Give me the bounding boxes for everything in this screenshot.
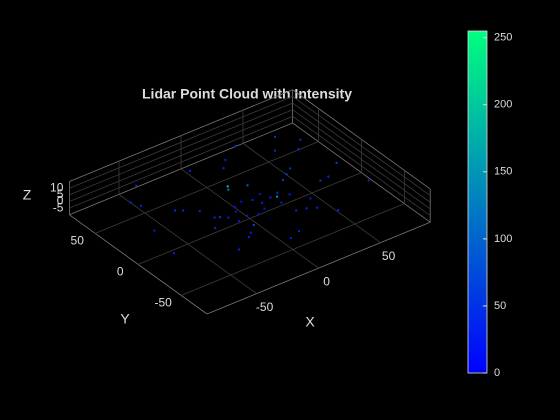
point	[182, 209, 184, 212]
point	[274, 135, 276, 138]
point	[305, 207, 308, 210]
grid-line	[292, 102, 431, 203]
point	[319, 179, 322, 182]
point	[276, 195, 279, 198]
point	[234, 206, 237, 209]
grid-line	[292, 116, 431, 216]
grid-line	[181, 203, 405, 296]
point	[297, 148, 300, 151]
point	[246, 184, 249, 187]
y-tick-label: -50	[155, 296, 173, 310]
point	[237, 220, 240, 223]
grid-line	[69, 96, 293, 189]
chart-title: Lidar Point Cloud with Intensity	[142, 86, 352, 102]
point	[280, 201, 283, 204]
grid-line	[292, 109, 431, 210]
point	[240, 200, 243, 203]
x-tick-label: 50	[382, 249, 396, 263]
grid-line	[69, 102, 293, 196]
point	[335, 161, 338, 164]
point	[269, 196, 272, 199]
point	[213, 216, 216, 219]
y-axis-label: Y	[120, 311, 130, 327]
point	[337, 209, 340, 212]
colorbar-tick-label: 150	[494, 166, 512, 178]
grid-line	[69, 115, 293, 209]
point	[276, 191, 279, 194]
point	[298, 229, 300, 232]
point	[316, 206, 319, 209]
point	[327, 175, 330, 178]
x-tick-label: 0	[323, 274, 330, 288]
z-tick-label: 5	[57, 187, 64, 201]
point	[247, 235, 250, 238]
z-axis-label: Z	[23, 187, 32, 203]
point	[367, 179, 370, 182]
point	[153, 229, 156, 232]
point	[281, 178, 284, 181]
point	[173, 252, 175, 255]
colorbar-tick-label: 50	[494, 300, 506, 312]
point	[189, 169, 192, 172]
colorbar-tick-label: 250	[494, 32, 512, 44]
point	[273, 149, 276, 152]
point	[289, 236, 292, 239]
point	[234, 145, 237, 148]
point	[135, 184, 138, 187]
z-tick-label: -5	[53, 200, 64, 214]
point	[252, 223, 255, 226]
point	[214, 226, 216, 229]
point	[257, 213, 260, 216]
point	[249, 231, 252, 234]
point	[227, 188, 230, 191]
point	[218, 216, 221, 219]
y-tick-label: 50	[71, 234, 85, 248]
point	[174, 209, 177, 212]
point	[285, 173, 288, 176]
point	[140, 204, 142, 207]
point	[289, 167, 292, 170]
point	[263, 207, 266, 210]
x-axis-label: X	[305, 314, 315, 330]
point	[224, 158, 227, 161]
point	[227, 216, 230, 219]
point	[295, 209, 298, 212]
point	[288, 193, 291, 196]
x-tick-label: -50	[256, 300, 274, 314]
grid-line	[95, 141, 319, 234]
point	[226, 185, 229, 188]
colorbar-tick-label: 100	[494, 233, 512, 245]
point	[258, 193, 261, 196]
colorbar-tick-label: 0	[494, 367, 500, 379]
colorbar	[467, 30, 488, 374]
y-tick-label: 0	[117, 265, 124, 279]
point	[246, 214, 249, 217]
point	[234, 210, 237, 213]
point	[251, 198, 254, 201]
z-tick-label: 10	[50, 180, 64, 194]
point	[309, 197, 312, 200]
z-tick-label: 0	[57, 194, 64, 208]
point	[129, 201, 132, 204]
point	[299, 138, 302, 141]
colorbar-tick-label: 200	[494, 99, 512, 111]
point	[237, 248, 240, 251]
point	[261, 201, 264, 204]
grid-line	[138, 172, 362, 265]
grid-line	[292, 96, 431, 196]
point	[198, 210, 201, 213]
point	[222, 167, 225, 170]
grid-line	[69, 109, 293, 202]
